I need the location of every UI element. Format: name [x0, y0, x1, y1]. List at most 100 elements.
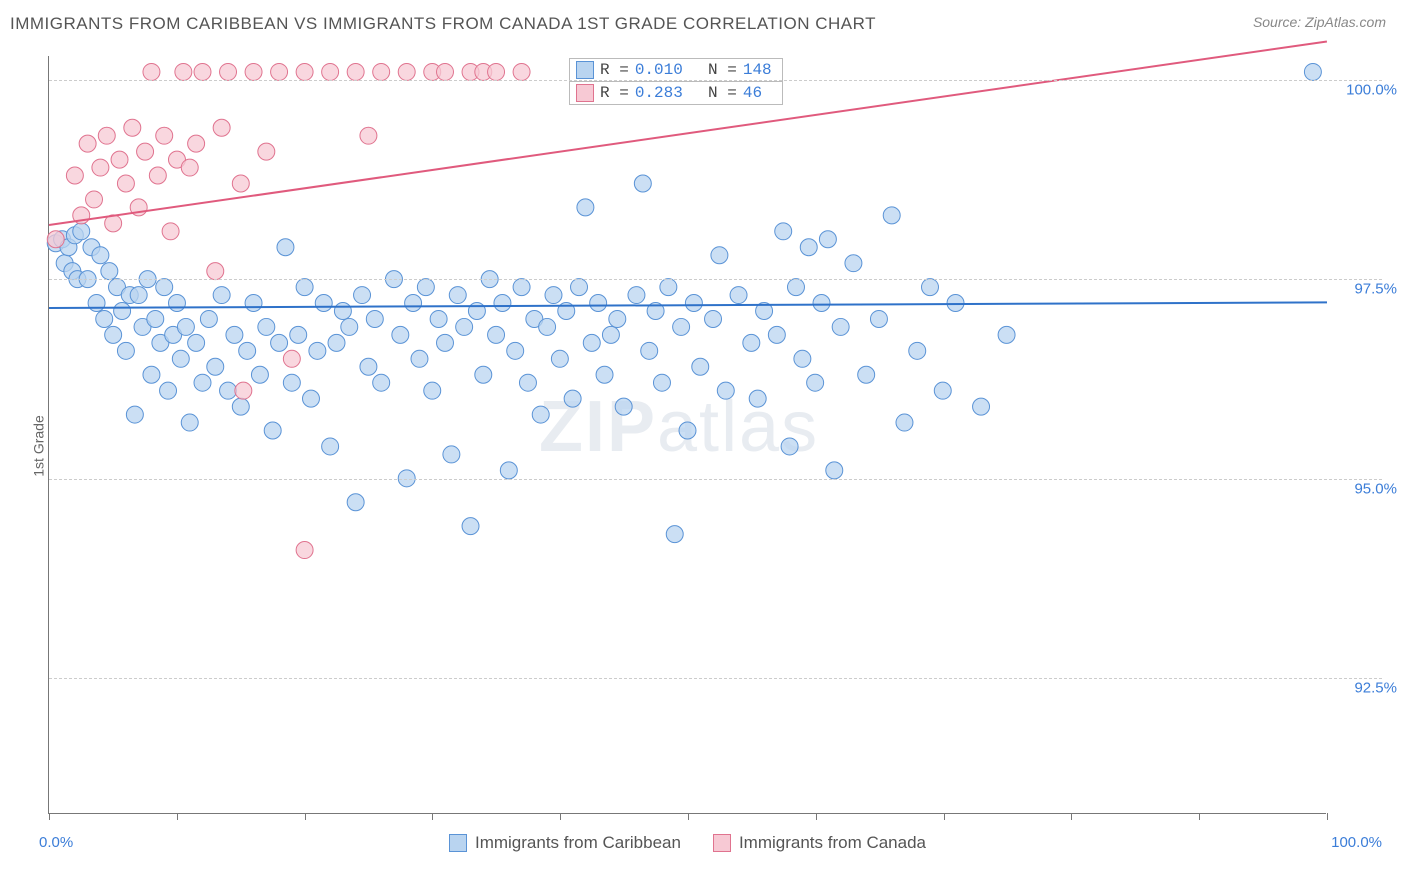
data-point: [807, 374, 824, 391]
data-point: [590, 295, 607, 312]
data-point: [347, 494, 364, 511]
data-point: [883, 207, 900, 224]
data-point: [117, 342, 134, 359]
y-axis-label: 1st Grade: [31, 415, 47, 476]
swatch-canada-icon: [713, 834, 731, 852]
legend-n-value-canada: 46: [743, 84, 762, 102]
swatch-canada-icon: [576, 84, 594, 102]
data-point: [819, 231, 836, 248]
data-point: [309, 342, 326, 359]
data-point: [181, 159, 198, 176]
data-point: [124, 119, 141, 136]
data-point: [296, 542, 313, 559]
gridline: [49, 479, 1382, 480]
data-point: [92, 247, 109, 264]
data-point: [500, 462, 517, 479]
data-point: [922, 279, 939, 296]
data-point: [207, 358, 224, 375]
data-point: [147, 310, 164, 327]
data-point: [437, 334, 454, 351]
data-point: [347, 63, 364, 80]
data-point: [143, 366, 160, 383]
data-point: [507, 342, 524, 359]
data-point: [175, 63, 192, 80]
data-point: [73, 223, 90, 240]
data-point: [213, 287, 230, 304]
data-point: [86, 191, 103, 208]
data-point: [315, 295, 332, 312]
series-legend-label-caribbean: Immigrants from Caribbean: [475, 833, 681, 853]
y-tick-label: 95.0%: [1329, 480, 1397, 497]
data-point: [934, 382, 951, 399]
data-point: [360, 127, 377, 144]
data-point: [226, 326, 243, 343]
data-point: [366, 310, 383, 327]
data-point: [392, 326, 409, 343]
data-point: [411, 350, 428, 367]
data-point: [232, 398, 249, 415]
data-point: [673, 318, 690, 335]
data-point: [130, 287, 147, 304]
x-tick: [305, 813, 306, 820]
data-point: [239, 342, 256, 359]
data-point: [66, 167, 83, 184]
data-point: [705, 310, 722, 327]
data-point: [609, 310, 626, 327]
data-point: [88, 295, 105, 312]
data-point: [858, 366, 875, 383]
legend-r-value-caribbean: 0.010: [635, 61, 683, 79]
data-point: [602, 326, 619, 343]
legend-r-label: R =: [600, 61, 629, 79]
data-point: [111, 151, 128, 168]
data-point: [832, 318, 849, 335]
data-point: [488, 326, 505, 343]
data-point: [194, 63, 211, 80]
gridline: [49, 80, 1382, 81]
data-point: [545, 287, 562, 304]
data-point: [373, 63, 390, 80]
data-point: [794, 350, 811, 367]
data-point: [360, 358, 377, 375]
data-point: [781, 438, 798, 455]
data-point: [168, 295, 185, 312]
data-point: [998, 326, 1015, 343]
data-point: [443, 446, 460, 463]
data-point: [156, 279, 173, 296]
data-point: [666, 526, 683, 543]
data-point: [870, 310, 887, 327]
data-point: [354, 287, 371, 304]
series-legend-item-caribbean: Immigrants from Caribbean: [449, 833, 681, 853]
data-point: [749, 390, 766, 407]
data-point: [583, 334, 600, 351]
data-point: [117, 175, 134, 192]
data-point: [424, 382, 441, 399]
x-axis-min-label: 0.0%: [39, 834, 73, 851]
x-tick: [432, 813, 433, 820]
data-point: [826, 462, 843, 479]
y-tick-label: 92.5%: [1329, 680, 1397, 697]
data-point: [245, 63, 262, 80]
data-point: [577, 199, 594, 216]
data-point: [137, 143, 154, 160]
data-point: [513, 63, 530, 80]
data-point: [398, 63, 415, 80]
data-point: [200, 310, 217, 327]
data-point: [245, 295, 262, 312]
data-point: [258, 143, 275, 160]
data-point: [194, 374, 211, 391]
x-tick: [816, 813, 817, 820]
data-point: [207, 263, 224, 280]
data-point: [437, 63, 454, 80]
data-point: [296, 279, 313, 296]
data-point: [188, 135, 205, 152]
data-point: [571, 279, 588, 296]
data-point: [405, 295, 422, 312]
data-point: [235, 382, 252, 399]
data-point: [462, 518, 479, 535]
data-point: [430, 310, 447, 327]
gridline: [49, 279, 1382, 280]
data-point: [596, 366, 613, 383]
x-tick: [177, 813, 178, 820]
chart-title: IMMIGRANTS FROM CARIBBEAN VS IMMIGRANTS …: [10, 14, 876, 34]
data-point: [711, 247, 728, 264]
